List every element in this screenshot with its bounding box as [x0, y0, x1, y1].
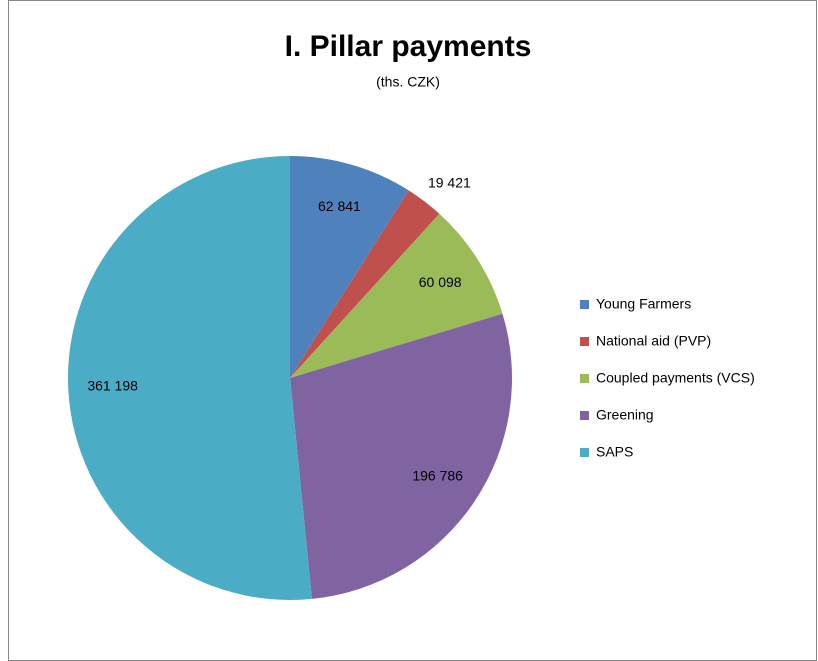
legend-swatch	[580, 300, 589, 309]
legend-swatch	[580, 411, 589, 420]
data-label: 361 198	[87, 377, 138, 393]
pie-slice	[68, 156, 312, 600]
legend-swatch	[580, 337, 589, 346]
legend-label: Coupled payments (VCS)	[596, 370, 755, 386]
chart-title: I. Pillar payments	[285, 30, 532, 63]
data-label: 196 786	[412, 467, 463, 483]
chart-subtitle: (ths. CZK)	[376, 74, 440, 90]
pie-slice	[290, 190, 440, 378]
data-label: 19 421	[428, 174, 471, 190]
legend-label: Greening	[596, 407, 654, 423]
legend-label: SAPS	[596, 444, 633, 460]
data-label: 62 841	[318, 198, 361, 214]
legend-label: National aid (PVP)	[596, 333, 711, 349]
pie-slice	[290, 313, 512, 599]
pie-slice	[290, 156, 409, 378]
data-label: 60 098	[419, 274, 462, 290]
pie-slice	[290, 213, 503, 378]
legend-swatch	[580, 374, 589, 383]
legend-swatch	[580, 448, 589, 457]
legend-label: Young Farmers	[596, 296, 691, 312]
